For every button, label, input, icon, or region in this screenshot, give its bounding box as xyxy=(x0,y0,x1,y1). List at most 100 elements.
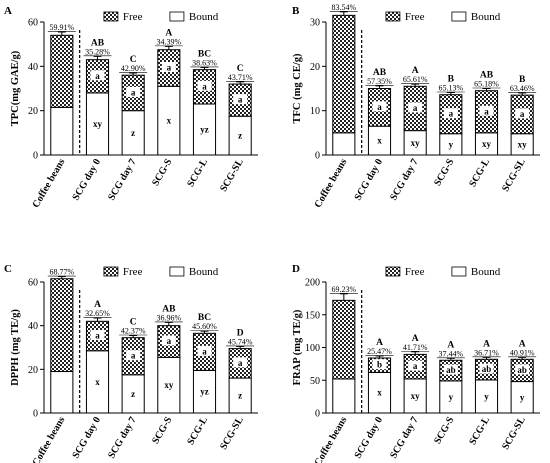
bar-free xyxy=(50,34,74,108)
y-tick-label: 0 xyxy=(315,409,320,420)
y-tick-label: 20 xyxy=(28,106,38,117)
percent-label: 42.90% xyxy=(121,64,146,73)
letter-free-bg xyxy=(126,86,141,97)
letter-free: a xyxy=(413,103,418,113)
legend-swatch-bound xyxy=(451,266,467,277)
letter-free: ab xyxy=(446,365,456,375)
legend-swatch-bound xyxy=(169,266,185,277)
letter-total: B xyxy=(519,75,526,85)
letter-free-bg xyxy=(408,102,423,113)
letter-free-bg xyxy=(479,363,494,374)
legend-label-free: Free xyxy=(123,11,143,23)
letter-total: BC xyxy=(198,313,211,323)
x-tick-label: SCG-SL xyxy=(218,157,246,194)
letter-bound: y xyxy=(520,392,525,402)
letter-total: C xyxy=(237,64,244,74)
percent-label: 65.13% xyxy=(438,83,463,92)
letter-free-bg xyxy=(515,108,530,119)
x-tick-label: SCG-SL xyxy=(500,157,528,194)
letter-free-bg xyxy=(197,345,212,356)
percent-label: 43.71% xyxy=(228,73,253,82)
panel-letter: C xyxy=(4,263,12,275)
x-tick-label: SCG day 0 xyxy=(71,415,104,460)
letter-bound: y xyxy=(484,391,489,401)
letter-bound: xy xyxy=(518,139,528,149)
percent-label: 57.35% xyxy=(367,77,392,86)
letter-free: b xyxy=(377,360,382,370)
letter-free-bg xyxy=(515,364,530,375)
legend-label-free: Free xyxy=(405,266,425,278)
letter-free: a xyxy=(202,81,207,91)
letter-total: A xyxy=(483,339,490,349)
x-tick-label: SCG-L xyxy=(467,157,492,189)
y-tick-label: 40 xyxy=(28,62,38,73)
letter-bound: x xyxy=(95,377,100,387)
letter-free-bg xyxy=(90,70,105,81)
letter-free: a xyxy=(413,361,418,371)
chart-panel-b: B Free Bound 0 10 20 30 TFC (mg CE/g) 83.54% Coff… xyxy=(292,3,540,210)
y-tick-label: 20 xyxy=(28,365,38,376)
x-tick-label: SCG-SL xyxy=(218,415,246,452)
y-tick-label: 100 xyxy=(305,343,320,354)
y-tick-label: 60 xyxy=(28,278,38,289)
percent-label: 35.28% xyxy=(85,47,110,56)
chart-panel-c: C Free Bound 0 20 40 60 DPPH (mg TE/g) 68.77% Cof… xyxy=(4,263,258,463)
x-tick-label: SCG day 0 xyxy=(71,157,104,202)
letter-total: A xyxy=(165,28,172,38)
x-tick-label: SCG-S xyxy=(150,157,174,188)
letter-bound: y xyxy=(449,139,454,149)
letter-free: a xyxy=(449,109,454,119)
letter-total: A xyxy=(519,339,526,349)
letter-free: ab xyxy=(482,364,492,374)
letter-bound: xy xyxy=(482,139,492,149)
chart-panel-a: A Free Bound 0 20 40 60 TPC(mg GAE/g) 59.91% Coff… xyxy=(4,5,258,210)
letter-free-bg xyxy=(126,350,141,361)
y-tick-label: 10 xyxy=(310,106,320,117)
percent-label: 69.23% xyxy=(331,285,356,294)
bar-bound xyxy=(332,378,356,414)
y-tick-label: 200 xyxy=(305,278,320,289)
percent-label: 45.60% xyxy=(192,322,217,331)
letter-free: a xyxy=(131,351,136,361)
percent-label: 40.91% xyxy=(510,348,535,357)
letter-bound: x xyxy=(167,116,172,126)
percent-label: 63.46% xyxy=(510,84,535,93)
letter-total: BC xyxy=(198,49,211,59)
legend-label-bound: Bound xyxy=(471,11,501,23)
x-tick-label: SCG day 7 xyxy=(388,157,421,202)
letter-free: ab xyxy=(517,365,527,375)
y-tick-label: 50 xyxy=(310,376,320,387)
letter-free: a xyxy=(167,336,172,346)
y-tick-label: 0 xyxy=(33,409,38,420)
percent-label: 32.65% xyxy=(85,309,110,318)
letter-free: a xyxy=(131,87,136,97)
letter-bound: xy xyxy=(164,380,174,390)
y-tick-label: 40 xyxy=(28,321,38,332)
letter-total: AB xyxy=(373,68,387,78)
letter-total: B xyxy=(448,74,455,84)
x-tick-label: SCG-S xyxy=(432,415,456,446)
letter-total: AB xyxy=(480,71,494,81)
percent-label: 25.47% xyxy=(367,347,392,356)
percent-label: 65.61% xyxy=(403,75,428,84)
y-tick-label: 0 xyxy=(315,151,320,162)
percent-label: 59.91% xyxy=(49,23,74,32)
letter-bound: xy xyxy=(93,119,103,129)
letter-total: A xyxy=(447,340,454,350)
x-tick-label: Coffee beans xyxy=(313,157,350,210)
letter-bound: z xyxy=(238,131,242,141)
percent-label: 42.37% xyxy=(121,326,146,335)
y-tick-label: 30 xyxy=(310,18,320,29)
letter-total: A xyxy=(376,338,383,348)
legend-label-bound: Bound xyxy=(189,266,219,278)
letter-free-bg xyxy=(408,360,423,371)
letter-free: a xyxy=(238,95,243,105)
percent-label: 68.77% xyxy=(49,268,74,277)
legend-swatch-free xyxy=(385,266,401,277)
letter-free-bg xyxy=(161,61,176,72)
bar-bound xyxy=(332,132,356,156)
letter-free-bg xyxy=(443,364,458,375)
bar-free xyxy=(50,278,74,373)
letter-free: a xyxy=(484,106,489,116)
letter-total: AB xyxy=(91,38,105,48)
